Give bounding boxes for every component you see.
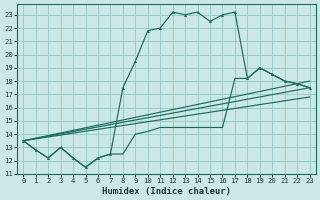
X-axis label: Humidex (Indice chaleur): Humidex (Indice chaleur) xyxy=(102,187,231,196)
